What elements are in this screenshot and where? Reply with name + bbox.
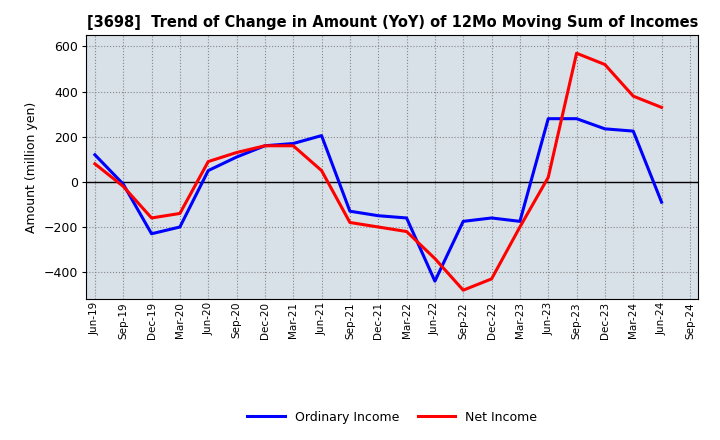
Net Income — [487, 276, 496, 282]
Ordinary Income — [572, 116, 581, 121]
Ordinary Income — [374, 213, 382, 218]
Ordinary Income — [91, 152, 99, 158]
Net Income — [176, 211, 184, 216]
Ordinary Income — [516, 219, 524, 224]
Net Income — [374, 224, 382, 230]
Ordinary Income — [544, 116, 552, 121]
Net Income — [346, 220, 354, 225]
Net Income — [572, 51, 581, 56]
Ordinary Income — [402, 215, 411, 220]
Y-axis label: Amount (million yen): Amount (million yen) — [25, 102, 38, 233]
Net Income — [148, 215, 156, 220]
Legend: Ordinary Income, Net Income: Ordinary Income, Net Income — [243, 406, 542, 429]
Ordinary Income — [600, 126, 609, 132]
Net Income — [600, 62, 609, 67]
Ordinary Income — [318, 133, 326, 138]
Ordinary Income — [148, 231, 156, 236]
Ordinary Income — [176, 224, 184, 230]
Net Income — [204, 159, 212, 164]
Net Income — [91, 161, 99, 166]
Line: Ordinary Income: Ordinary Income — [95, 119, 662, 281]
Ordinary Income — [459, 219, 467, 224]
Ordinary Income — [233, 154, 241, 160]
Net Income — [629, 93, 637, 99]
Net Income — [233, 150, 241, 155]
Net Income — [289, 143, 297, 148]
Net Income — [657, 105, 666, 110]
Ordinary Income — [431, 279, 439, 284]
Net Income — [431, 256, 439, 261]
Ordinary Income — [119, 181, 127, 187]
Ordinary Income — [629, 128, 637, 134]
Ordinary Income — [346, 209, 354, 214]
Ordinary Income — [289, 141, 297, 146]
Net Income — [516, 224, 524, 230]
Net Income — [261, 143, 269, 148]
Ordinary Income — [657, 199, 666, 205]
Net Income — [459, 287, 467, 293]
Title: [3698]  Trend of Change in Amount (YoY) of 12Mo Moving Sum of Incomes: [3698] Trend of Change in Amount (YoY) o… — [86, 15, 698, 30]
Ordinary Income — [487, 215, 496, 220]
Line: Net Income: Net Income — [95, 53, 662, 290]
Net Income — [544, 175, 552, 180]
Ordinary Income — [204, 168, 212, 173]
Net Income — [119, 184, 127, 189]
Ordinary Income — [261, 143, 269, 148]
Net Income — [402, 229, 411, 234]
Net Income — [318, 168, 326, 173]
